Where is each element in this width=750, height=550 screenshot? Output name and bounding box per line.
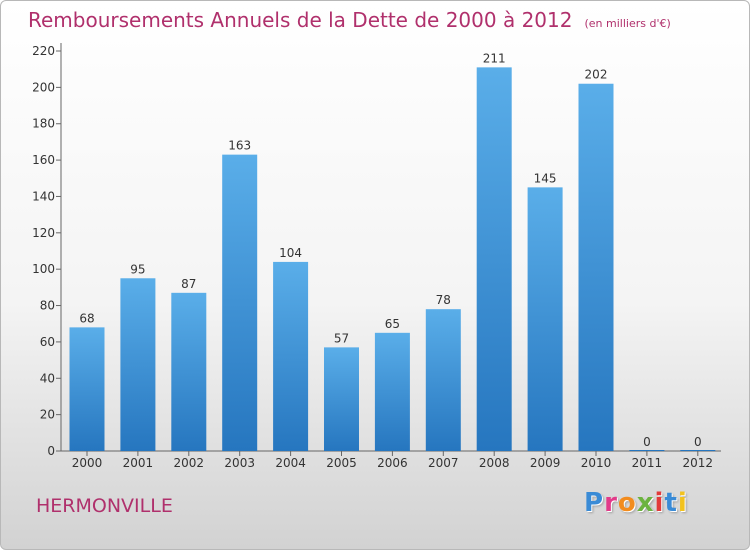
value-label: 0 — [643, 435, 651, 449]
chart-title: Remboursements Annuels de la Dette de 20… — [28, 8, 671, 32]
x-tick-label: 2002 — [174, 456, 205, 470]
x-tick-label: 2006 — [377, 456, 408, 470]
bar — [324, 347, 359, 451]
y-tick-label: 200 — [32, 80, 55, 94]
y-tick-label: 80 — [40, 299, 55, 313]
bar — [69, 327, 105, 451]
logo-letter: t — [664, 488, 678, 518]
x-tick-label: 2001 — [123, 456, 154, 470]
logo-letter: r — [604, 488, 618, 518]
y-tick-label: 40 — [40, 371, 55, 385]
proxiti-logo: Proxiti — [584, 488, 688, 518]
chart-value-labels: 68 95 87 163 104 57 65 78 211 145 202 0 0 — [79, 51, 701, 449]
value-label: 65 — [385, 317, 400, 331]
value-label: 78 — [436, 293, 451, 307]
logo-letter: P — [584, 488, 605, 518]
value-label: 95 — [130, 262, 145, 276]
x-tick-label: 2012 — [683, 456, 714, 470]
value-label: 68 — [79, 311, 94, 325]
y-tick-label: 220 — [32, 44, 55, 58]
value-label: 163 — [228, 139, 251, 153]
bar — [273, 261, 309, 451]
chart-axes: 0 20 40 60 80 100 120 140 160 180 200 220 2000 2001 20… — [32, 43, 721, 470]
chart-subtitle: (en milliers d'€) — [584, 17, 671, 30]
value-label: 202 — [585, 68, 608, 82]
x-tick-label: 2011 — [632, 456, 663, 470]
x-tick-label: 2003 — [224, 456, 255, 470]
chart-bars — [69, 67, 716, 452]
bar — [527, 187, 563, 451]
logo-letter: o — [617, 488, 637, 518]
town-name: HERMONVILLE — [36, 495, 173, 517]
bar — [578, 83, 614, 452]
y-tick-label: 0 — [47, 444, 55, 458]
y-tick-label: 60 — [40, 335, 55, 349]
x-tick-label: 2000 — [72, 456, 103, 470]
x-tick-label: 2010 — [581, 456, 612, 470]
title-text: Remboursements Annuels de la Dette de 20… — [28, 8, 573, 32]
y-tick-label: 120 — [32, 226, 55, 240]
value-label: 211 — [483, 51, 506, 65]
value-label: 145 — [534, 171, 557, 185]
bar — [425, 309, 461, 451]
value-label: 0 — [694, 435, 702, 449]
x-tick-label: 2008 — [479, 456, 510, 470]
value-label: 57 — [334, 331, 349, 345]
y-tick-label: 100 — [32, 262, 55, 276]
bar — [222, 154, 258, 452]
logo-letter: i — [654, 488, 665, 518]
bar — [120, 278, 156, 451]
logo-letter: x — [636, 488, 655, 518]
x-tick-label: 2007 — [428, 456, 459, 470]
y-tick-label: 180 — [32, 117, 55, 131]
y-tick-label: 160 — [32, 153, 55, 167]
value-label: 87 — [181, 277, 196, 291]
bar — [374, 332, 410, 451]
value-label: 104 — [279, 246, 302, 260]
x-tick-label: 2009 — [530, 456, 561, 470]
bar — [476, 67, 512, 451]
y-tick-label: 140 — [32, 189, 55, 203]
logo-letter: i — [677, 488, 688, 518]
y-tick-label: 20 — [40, 408, 55, 422]
x-tick-label: 2004 — [275, 456, 306, 470]
x-tick-label: 2005 — [326, 456, 357, 470]
bar — [171, 292, 207, 451]
